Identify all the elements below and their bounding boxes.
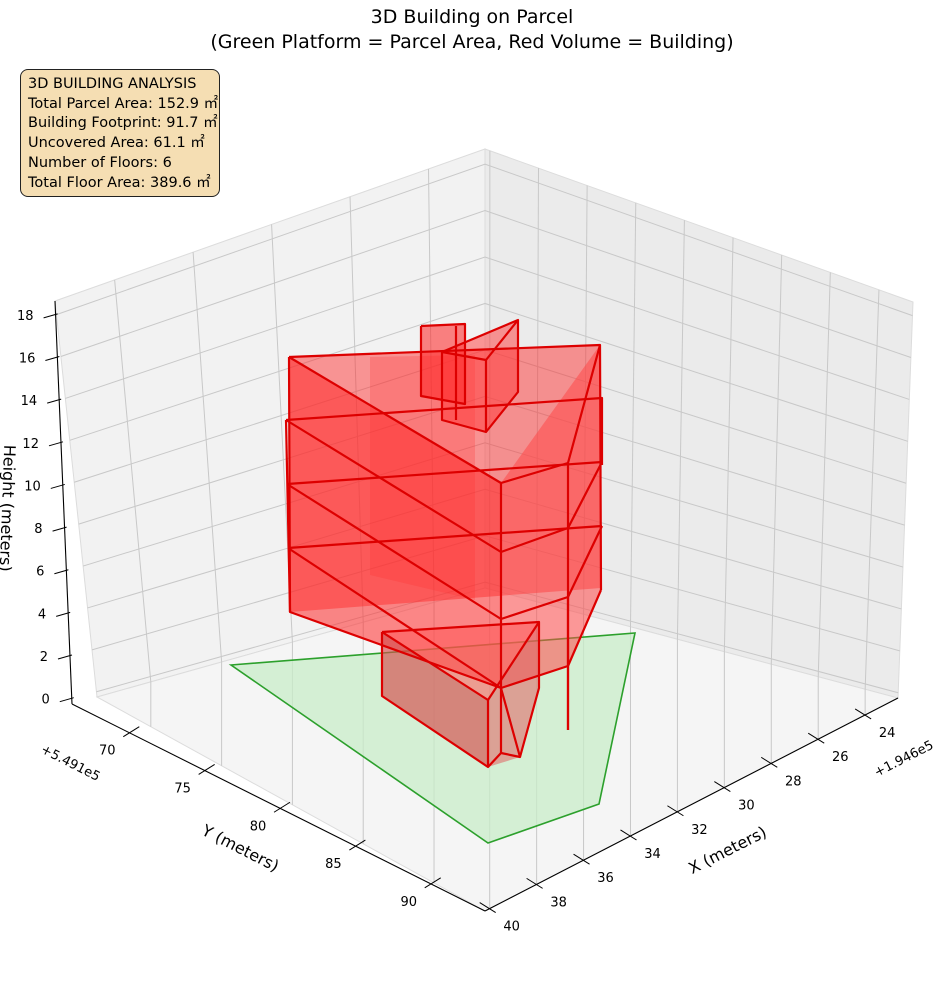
- x-tick-label: 24: [879, 726, 896, 741]
- z-tick-label: 10: [24, 479, 41, 494]
- x-axis: 24 26 28 30 32 34 36 38 40: [479, 708, 896, 935]
- z-tick-label: 18: [17, 309, 34, 324]
- z-tick-label: 0: [41, 693, 49, 708]
- x-tick-mark: [526, 877, 543, 889]
- info-floor-area: Total Floor Area: 389.6 ㎡: [28, 174, 211, 191]
- y-tick-mark: [349, 839, 366, 851]
- y-tick-label: 85: [325, 857, 342, 872]
- x-tick-mark: [667, 805, 684, 817]
- axis-lines: [54, 300, 899, 912]
- annex-left-face: [382, 632, 488, 767]
- x-tick-mark: [573, 853, 590, 865]
- z-tick-label: 6: [36, 565, 44, 580]
- z-tick-mark: [48, 441, 64, 447]
- z-tick-mark: [59, 697, 74, 703]
- chart-title: 3D Building on Parcel (Green Platform = …: [0, 5, 944, 55]
- z-tick-label: 4: [38, 607, 46, 622]
- x-offset-label: +1.946e5: [872, 738, 936, 781]
- x-tick-mark: [807, 732, 825, 744]
- x-tick-label: 38: [550, 895, 567, 910]
- y-tick-label: 80: [250, 819, 267, 834]
- z-tick-mark: [47, 398, 62, 404]
- analysis-info-box: 3D BUILDING ANALYSIS Total Parcel Area: …: [20, 69, 220, 197]
- x-tick-mark: [479, 902, 496, 914]
- y-tick-label: 75: [174, 781, 191, 796]
- z-tick-label: 2: [40, 650, 48, 665]
- x-tick-label: 34: [644, 847, 661, 862]
- info-footprint: Building Footprint: 91.7 ㎡: [28, 115, 218, 132]
- z-tick-mark: [52, 526, 67, 532]
- chart-title-line2: (Green Platform = Parcel Area, Red Volum…: [210, 31, 734, 53]
- z-tick-mark: [43, 313, 58, 319]
- y-tick-mark: [273, 801, 291, 813]
- y-tick-mark: [424, 877, 442, 889]
- x-tick-label: 36: [597, 871, 614, 886]
- z-tick-label: 14: [21, 394, 38, 409]
- x-tick-label: 40: [503, 920, 520, 935]
- z-axis-label: Height (meters): [0, 444, 19, 572]
- y-offset-label: +5.491e5: [38, 742, 102, 785]
- x-tick-mark: [714, 781, 731, 792]
- x-tick-mark: [761, 756, 778, 768]
- x-tick-label: 30: [738, 799, 755, 814]
- z-tick-label: 16: [19, 352, 36, 367]
- y-tick-mark: [123, 726, 140, 738]
- z-tick-label: 12: [22, 437, 39, 452]
- x-tick-mark: [854, 708, 872, 720]
- x-tick-label: 28: [785, 774, 802, 789]
- z-tick-mark: [57, 654, 73, 660]
- y-axis-label: Y (meters): [198, 820, 282, 875]
- building-left-face: [289, 357, 501, 688]
- x-tick-mark: [620, 829, 637, 841]
- z-tick-mark: [45, 356, 60, 361]
- x-tick-label: 32: [691, 823, 708, 838]
- z-axis: 0 2 4 6 8 10 12 14 16 18: [17, 309, 74, 708]
- y-axis: 70 75 80 85 90: [99, 726, 442, 910]
- y-tick-label: 70: [99, 744, 116, 759]
- y-tick-label: 90: [400, 895, 417, 910]
- z-tick-mark: [54, 569, 69, 575]
- y-tick-mark: [198, 764, 215, 775]
- x-tick-label: 26: [832, 750, 849, 765]
- info-heading: 3D BUILDING ANALYSIS: [28, 76, 197, 92]
- z-tick-mark: [56, 611, 71, 617]
- z-tick-label: 8: [34, 522, 42, 537]
- building-volume: [284, 318, 604, 769]
- info-uncovered: Uncovered Area: 61.1 ㎡: [28, 135, 205, 152]
- z-tick-mark: [50, 483, 65, 489]
- chart-title-line1: 3D Building on Parcel: [370, 6, 574, 28]
- info-parcel-area: Total Parcel Area: 152.9 ㎡: [28, 95, 219, 112]
- info-floors: Number of Floors: 6: [28, 154, 172, 171]
